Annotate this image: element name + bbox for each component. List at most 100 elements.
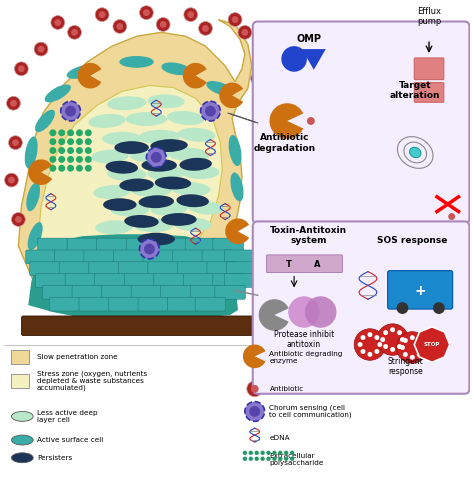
Circle shape [99,11,106,18]
Ellipse shape [410,148,421,158]
FancyBboxPatch shape [126,238,157,252]
Circle shape [377,342,382,347]
FancyBboxPatch shape [118,262,149,276]
FancyBboxPatch shape [84,250,114,264]
Ellipse shape [150,201,188,215]
Circle shape [278,456,283,461]
Text: Less active deep
layer cell: Less active deep layer cell [37,410,98,423]
FancyBboxPatch shape [131,286,162,299]
FancyBboxPatch shape [161,286,191,299]
Wedge shape [219,83,243,108]
Circle shape [160,21,166,28]
FancyBboxPatch shape [202,250,233,264]
Circle shape [284,456,288,461]
Ellipse shape [141,159,177,172]
Circle shape [258,194,265,200]
Circle shape [146,148,166,167]
Circle shape [67,165,74,172]
FancyBboxPatch shape [143,250,173,264]
Ellipse shape [174,217,211,231]
Circle shape [290,456,294,461]
Circle shape [34,42,48,56]
Circle shape [284,450,288,455]
Circle shape [383,344,388,349]
Circle shape [243,450,247,455]
Ellipse shape [137,233,175,246]
Ellipse shape [110,203,149,216]
FancyBboxPatch shape [168,297,198,311]
Wedge shape [225,218,249,244]
Ellipse shape [107,97,146,110]
FancyBboxPatch shape [253,221,469,394]
Text: SOS response: SOS response [377,236,447,245]
Circle shape [397,330,402,335]
FancyBboxPatch shape [173,250,203,264]
Ellipse shape [102,132,141,146]
Circle shape [65,106,76,116]
Circle shape [61,101,81,121]
FancyBboxPatch shape [124,274,155,288]
Ellipse shape [119,179,154,192]
Circle shape [187,11,194,18]
Ellipse shape [155,177,191,190]
Polygon shape [18,19,252,305]
FancyBboxPatch shape [26,250,56,264]
Circle shape [18,65,25,72]
Ellipse shape [130,148,169,162]
Circle shape [377,324,408,355]
Wedge shape [28,159,52,185]
Circle shape [417,338,422,343]
FancyBboxPatch shape [72,286,102,299]
Circle shape [251,385,259,393]
Ellipse shape [11,411,33,421]
Wedge shape [243,345,265,368]
Circle shape [67,138,74,145]
FancyBboxPatch shape [183,274,214,288]
Text: Stress zone (oxygen, nutrients
depleted & waste substances
accumulated): Stress zone (oxygen, nutrients depleted … [37,370,147,392]
FancyBboxPatch shape [49,297,80,311]
Circle shape [400,337,405,342]
Text: Slow penetration zone: Slow penetration zone [37,354,118,360]
Ellipse shape [119,56,154,68]
Circle shape [288,297,320,328]
FancyBboxPatch shape [55,250,85,264]
Circle shape [272,456,277,461]
Ellipse shape [11,453,33,463]
Text: Persisters: Persisters [37,455,73,461]
Ellipse shape [95,220,133,234]
Circle shape [251,72,264,86]
Ellipse shape [171,182,210,196]
Circle shape [76,138,83,145]
Circle shape [249,406,260,417]
Circle shape [9,136,22,149]
FancyBboxPatch shape [43,286,73,299]
Circle shape [49,138,56,145]
FancyBboxPatch shape [79,297,109,311]
FancyBboxPatch shape [213,238,244,252]
Circle shape [266,450,271,455]
Ellipse shape [182,165,219,179]
Wedge shape [77,63,101,89]
Ellipse shape [106,161,138,174]
Ellipse shape [161,62,191,75]
Circle shape [390,327,395,332]
FancyBboxPatch shape [253,21,469,223]
Circle shape [361,335,365,340]
Ellipse shape [176,195,209,207]
Ellipse shape [230,172,244,201]
FancyBboxPatch shape [227,262,257,276]
Circle shape [14,62,28,76]
Text: A: A [313,260,320,269]
Circle shape [383,330,388,335]
FancyBboxPatch shape [97,238,127,252]
Circle shape [51,16,64,29]
Ellipse shape [138,196,174,208]
Ellipse shape [134,218,173,232]
Circle shape [247,381,263,396]
Circle shape [445,209,458,223]
Circle shape [256,49,263,55]
Circle shape [305,297,337,328]
Circle shape [433,302,445,314]
Circle shape [55,19,61,26]
Wedge shape [259,299,289,331]
